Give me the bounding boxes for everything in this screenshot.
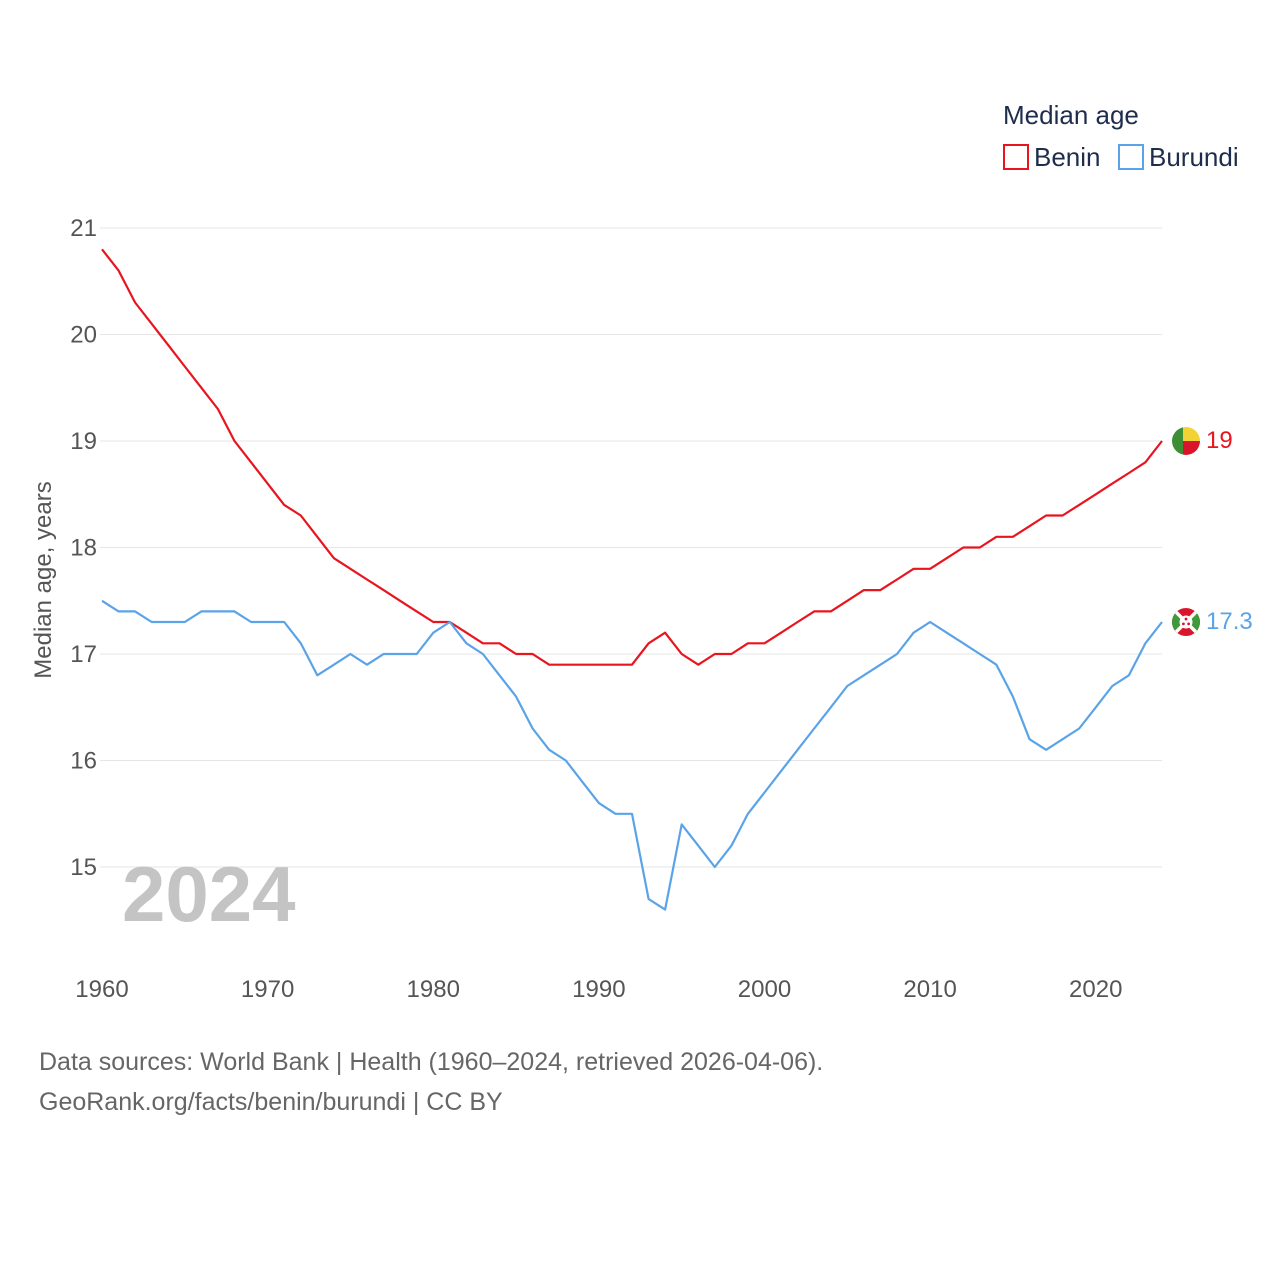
end-markers: 19 17.3 bbox=[1172, 427, 1253, 637]
legend-label-benin: Benin bbox=[1034, 142, 1101, 172]
y-tick-label: 20 bbox=[70, 322, 97, 349]
x-tick-label: 2000 bbox=[738, 976, 791, 1003]
legend-item-burundi[interactable]: Burundi bbox=[1118, 142, 1239, 172]
year-watermark: 2024 bbox=[122, 850, 296, 938]
y-tick-label: 18 bbox=[70, 535, 97, 562]
y-tick-label: 17 bbox=[70, 641, 97, 668]
end-value-label-burundi: 17.3 bbox=[1206, 608, 1253, 635]
x-tick-label: 1980 bbox=[407, 976, 460, 1003]
y-tick-label: 16 bbox=[70, 748, 97, 775]
series-layer bbox=[101, 248, 1163, 911]
end-value-label-benin: 19 bbox=[1206, 427, 1233, 454]
legend: Median age Benin Burundi bbox=[1003, 100, 1239, 172]
grid-lines bbox=[100, 227, 1162, 868]
data-source-text: Data sources: World Bank | Health (1960–… bbox=[39, 1048, 824, 1076]
y-tick-label: 15 bbox=[70, 854, 97, 881]
x-tick-label: 2020 bbox=[1069, 976, 1122, 1003]
credit-text: GeoRank.org/facts/benin/burundi | CC BY bbox=[39, 1088, 503, 1116]
x-tick-label: 2010 bbox=[903, 976, 956, 1003]
benin-flag-icon bbox=[1172, 427, 1200, 455]
legend-swatch-benin bbox=[1003, 144, 1029, 170]
series-line-benin[interactable] bbox=[101, 248, 1163, 666]
y-tick-label: 19 bbox=[70, 428, 97, 455]
x-axis: 1960 1970 1980 1990 2000 2010 2020 bbox=[75, 976, 1122, 1003]
footer: Data sources: World Bank | Health (1960–… bbox=[39, 1042, 823, 1122]
legend-label-burundi: Burundi bbox=[1149, 142, 1239, 172]
x-tick-label: 1990 bbox=[572, 976, 625, 1003]
line-chart: 15 16 17 18 19 20 21 1960 1970 1980 1990 2000 2010 2… bbox=[30, 100, 1253, 1003]
y-axis: 15 16 17 18 19 20 21 bbox=[70, 215, 97, 881]
legend-swatch-burundi bbox=[1118, 144, 1144, 170]
x-tick-label: 1960 bbox=[75, 976, 128, 1003]
y-tick-label: 21 bbox=[70, 215, 97, 242]
y-axis-title: Median age, years bbox=[30, 481, 57, 678]
series-line-burundi[interactable] bbox=[101, 599, 1163, 911]
x-tick-label: 1970 bbox=[241, 976, 294, 1003]
burundi-flag-icon bbox=[1172, 608, 1200, 637]
legend-title: Median age bbox=[1003, 100, 1139, 130]
legend-item-benin[interactable]: Benin bbox=[1003, 142, 1101, 172]
